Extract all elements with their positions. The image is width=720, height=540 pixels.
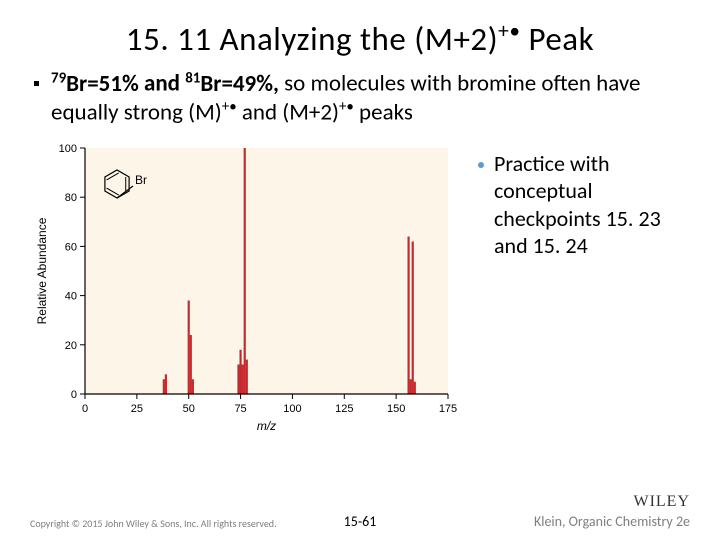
svg-text:60: 60	[65, 241, 77, 253]
practice-text: Practice with conceptual checkpoints 15.…	[494, 150, 690, 260]
svg-text:50: 50	[183, 403, 195, 415]
svg-text:Br: Br	[135, 173, 147, 187]
chart-svg: 0 20 40 60 80 100 0 25 50 75 100 125 150 175 m/z Relati…	[30, 136, 460, 436]
svg-text:150: 150	[387, 403, 405, 415]
svg-text:m/z: m/z	[257, 419, 276, 433]
footer-right: WILEY Klein, Organic Chemistry 2e	[534, 493, 690, 530]
svg-text:25: 25	[131, 403, 143, 415]
page-title: 15. 11 Analyzing the (M+2)+• Peak	[30, 18, 690, 59]
mass-spectrum-chart: 0 20 40 60 80 100 0 25 50 75 100 125 150 175 m/z Relati…	[30, 136, 460, 436]
svg-text:0: 0	[71, 389, 77, 401]
publisher-logo: WILEY	[534, 493, 690, 511]
page-number: 15-61	[344, 513, 377, 530]
svg-text:40: 40	[65, 290, 77, 302]
svg-text:175: 175	[439, 403, 457, 415]
svg-text:125: 125	[335, 403, 353, 415]
copyright-text: Copyright © 2015 John Wiley & Sons, Inc.…	[30, 517, 277, 530]
bullet-icon	[34, 81, 39, 86]
bullet-icon	[478, 162, 484, 168]
practice-bullet: Practice with conceptual checkpoints 15.…	[478, 150, 690, 260]
main-bullet-text: 79Br=51% and 81Br=49%, so molecules with…	[51, 69, 690, 128]
svg-text:100: 100	[283, 403, 301, 415]
svg-text:80: 80	[65, 192, 77, 204]
svg-text:20: 20	[65, 340, 77, 352]
book-reference: Klein, Organic Chemistry 2e	[534, 513, 690, 530]
svg-text:0: 0	[82, 403, 88, 415]
svg-text:75: 75	[234, 403, 246, 415]
main-bullet: 79Br=51% and 81Br=49%, so molecules with…	[34, 69, 690, 128]
svg-text:Relative Abundance: Relative Abundance	[35, 217, 49, 324]
svg-text:100: 100	[59, 143, 77, 155]
slide-footer: Copyright © 2015 John Wiley & Sons, Inc.…	[30, 493, 690, 530]
